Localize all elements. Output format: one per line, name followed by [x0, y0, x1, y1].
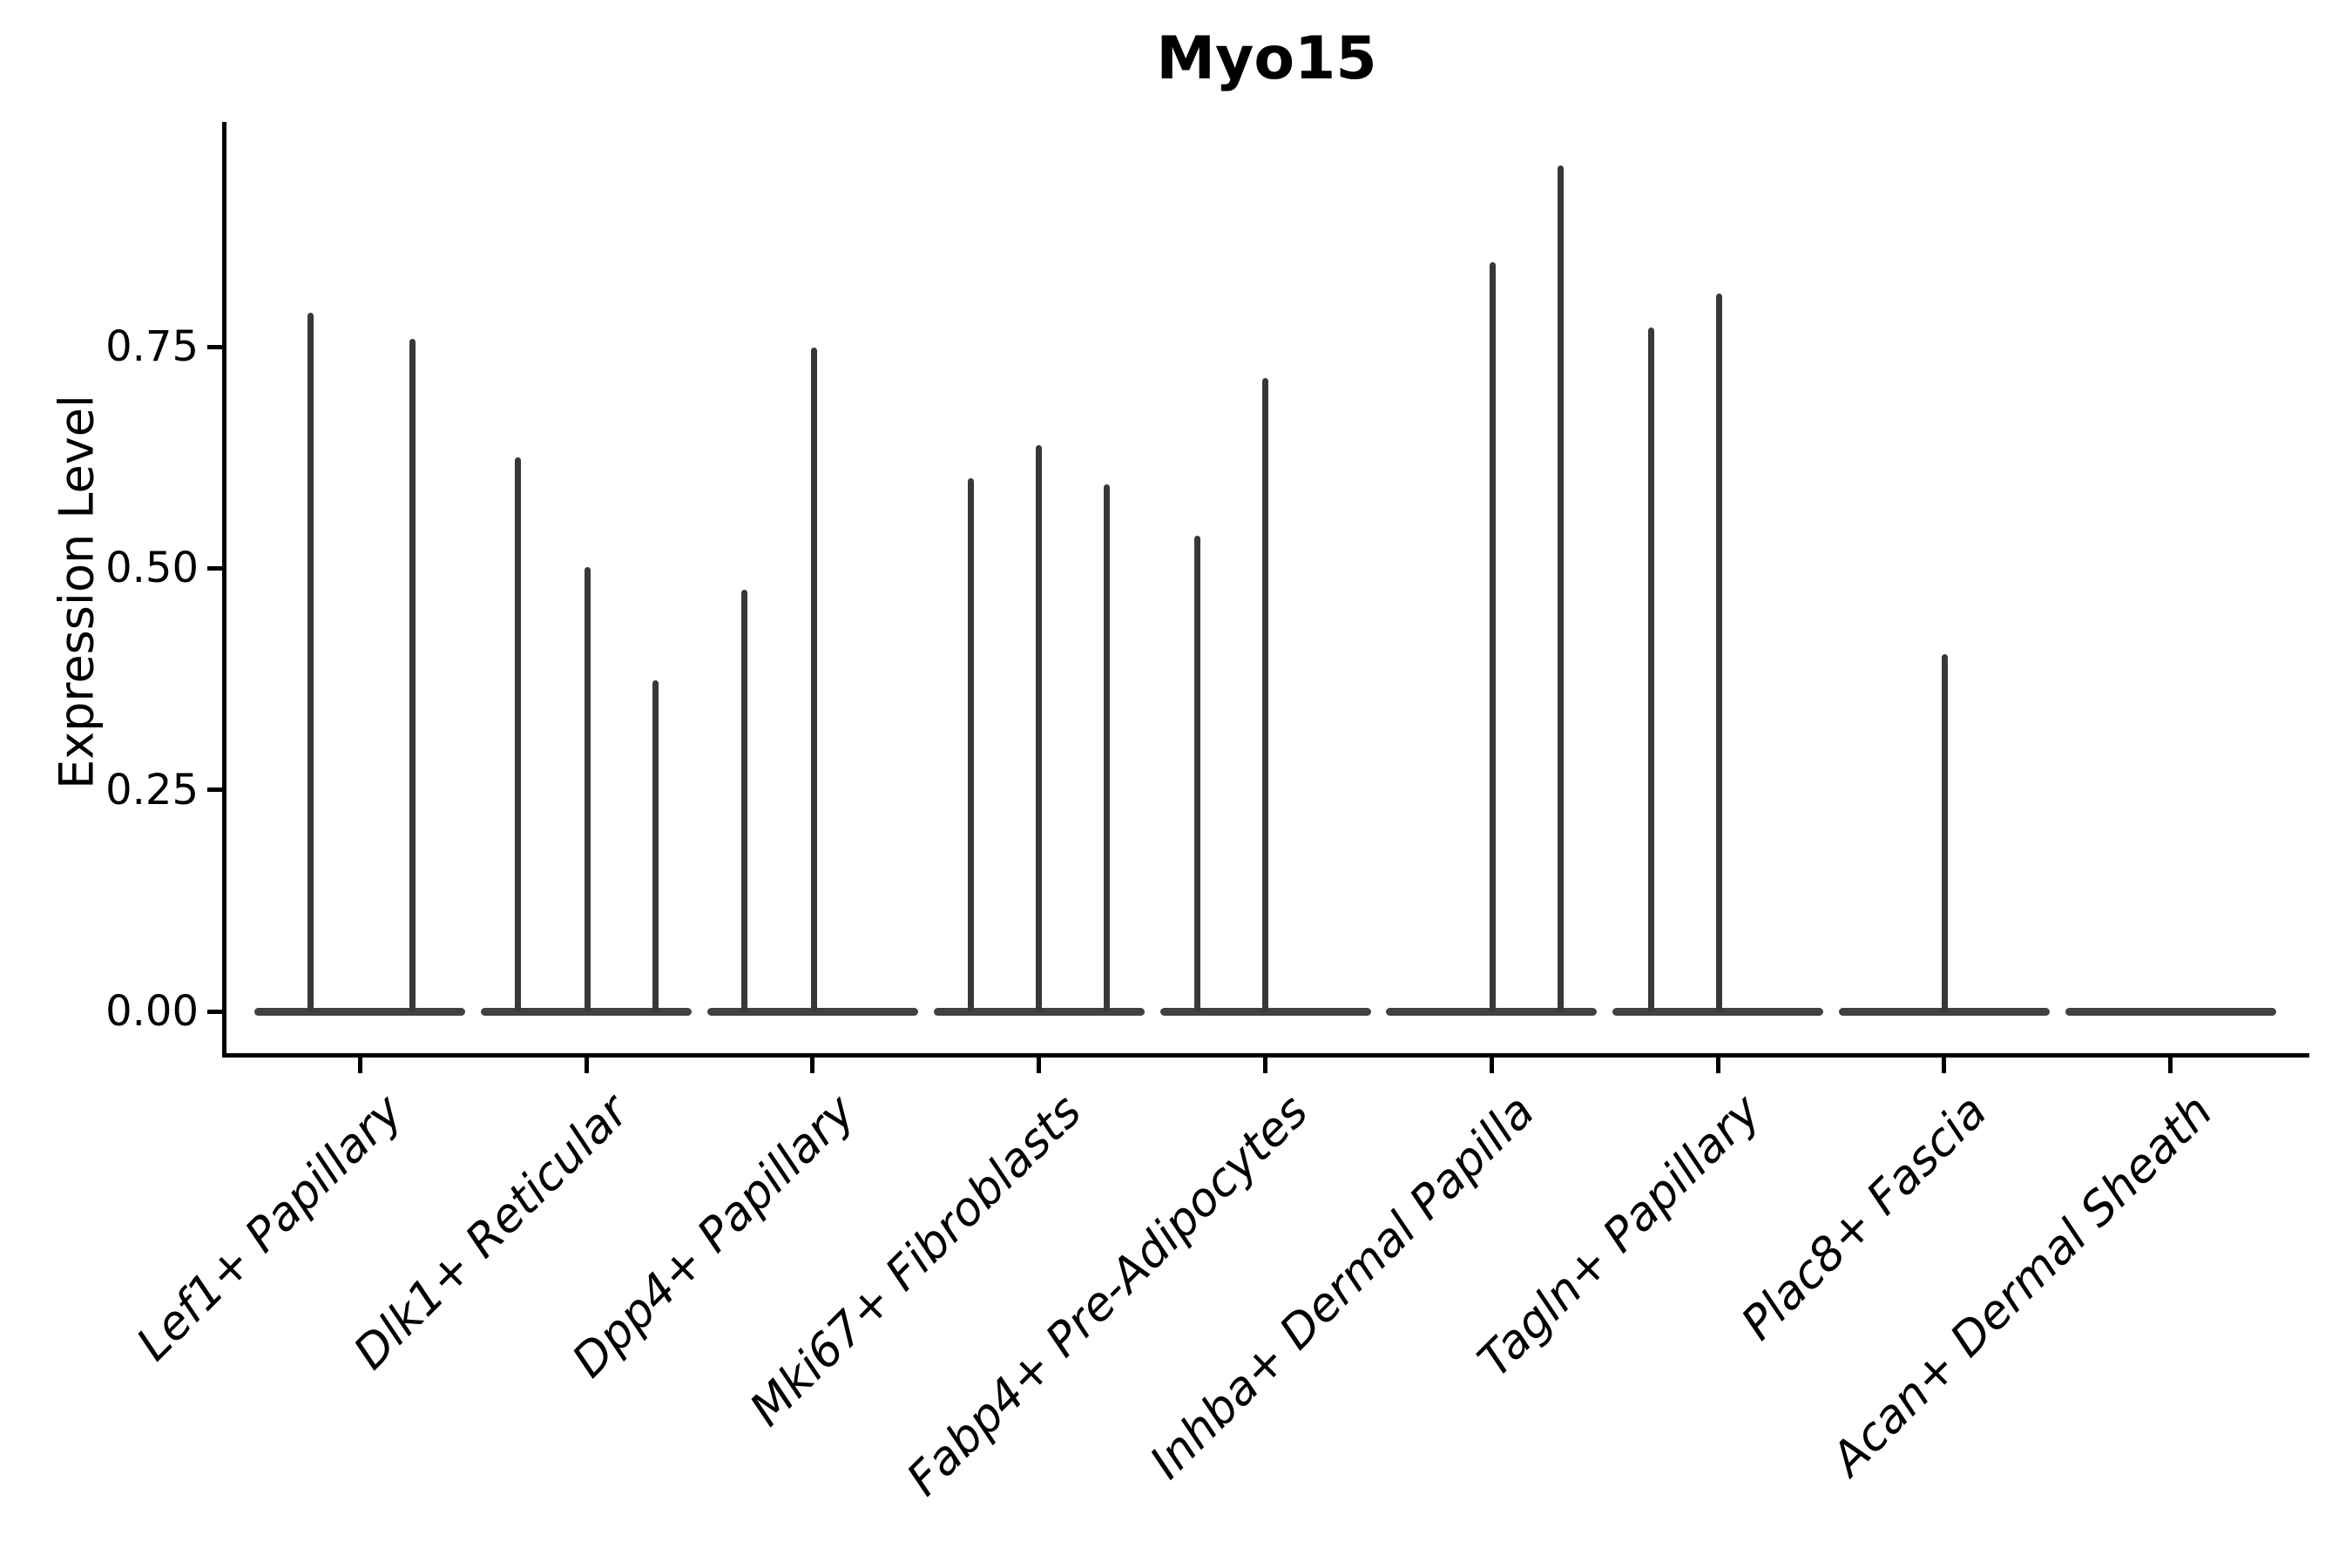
violin-spike: [741, 589, 748, 1011]
violin-spike: [1036, 444, 1043, 1011]
y-tick-mark: [207, 565, 222, 571]
violin-spike: [1262, 377, 1268, 1011]
violin-spike: [307, 313, 314, 1011]
violin-spike: [1557, 166, 1564, 1011]
violin-base: [1159, 1007, 1371, 1016]
violin-base: [254, 1007, 466, 1016]
y-tick-mark: [207, 344, 222, 349]
violin-base: [1838, 1007, 2050, 1016]
violin-spike: [1104, 483, 1111, 1011]
x-tick-label: Inhba+ Dermal Papilla: [1139, 1085, 1544, 1490]
violin-spike: [1715, 293, 1722, 1011]
y-tick-label: 0.25: [105, 765, 199, 814]
x-tick-mark: [2168, 1058, 2173, 1073]
violin-base: [2065, 1007, 2276, 1016]
x-tick-mark: [1489, 1058, 1494, 1073]
violin-spike: [811, 348, 818, 1011]
y-tick-label: 0.75: [105, 322, 199, 372]
x-tick-label: Acan+ Dermal Sheath: [1821, 1085, 2224, 1486]
y-tick-label: 0.50: [105, 544, 199, 593]
violin-spike: [1647, 327, 1654, 1011]
violin-spike: [1489, 262, 1496, 1011]
x-tick-label: Plac8+ Fascia: [1731, 1085, 1997, 1351]
x-tick-mark: [584, 1058, 589, 1073]
x-tick-mark: [1037, 1058, 1042, 1073]
violin-spike: [584, 567, 591, 1011]
x-tick-label: Fabp4+ Pre-Adipocytes: [896, 1085, 1318, 1506]
violin-base: [706, 1007, 918, 1016]
x-tick-mark: [810, 1058, 815, 1073]
y-tick-mark: [207, 1009, 222, 1014]
x-tick-mark: [1263, 1058, 1267, 1073]
violin-spike: [409, 338, 416, 1011]
violin-spike: [652, 679, 659, 1011]
violin-spike: [968, 477, 975, 1011]
x-axis-spine: [222, 1053, 2309, 1058]
violin-spike: [1194, 535, 1200, 1011]
violin-base: [1612, 1007, 1824, 1016]
x-tick-mark: [357, 1058, 362, 1073]
violin-base: [481, 1007, 693, 1016]
x-tick-mark: [1715, 1058, 1720, 1073]
violin-base: [933, 1007, 1145, 1016]
violin-spike: [514, 457, 521, 1011]
y-tick-mark: [207, 787, 222, 793]
chart-title: Myo15: [1156, 24, 1377, 93]
y-axis-spine: [222, 122, 226, 1058]
violin-spike: [1942, 654, 1949, 1011]
y-tick-label: 0.00: [105, 987, 199, 1036]
violin-base: [1386, 1007, 1598, 1016]
x-tick-mark: [1942, 1058, 1947, 1073]
